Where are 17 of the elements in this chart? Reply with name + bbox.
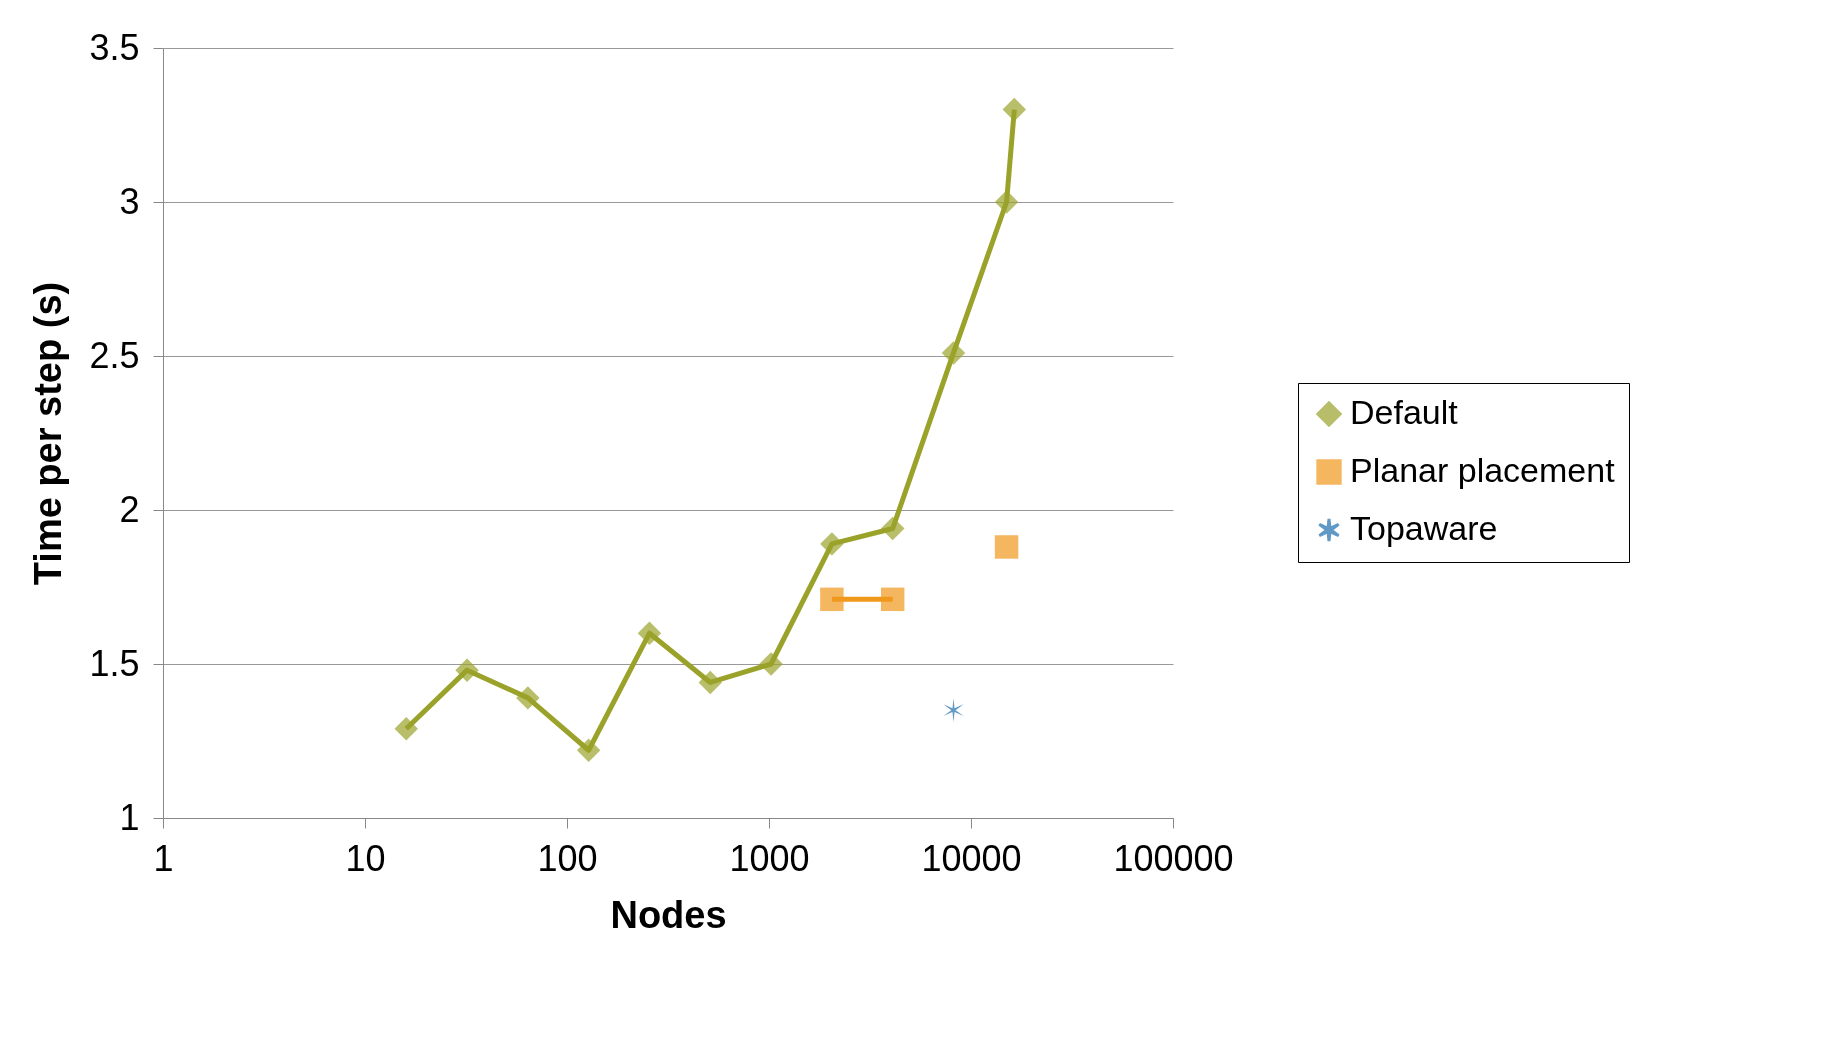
legend-label: Topaware <box>1350 509 1498 547</box>
y-tick-label: 1.5 <box>89 642 140 684</box>
x-tick-label: 10000 <box>921 837 1022 879</box>
x-axis-title: Nodes <box>610 893 727 936</box>
x-tick-label: 100000 <box>1113 837 1234 879</box>
legend-label: Planar placement <box>1350 451 1616 489</box>
x-tick-label: 100 <box>537 837 598 879</box>
legend-label: Default <box>1350 393 1459 431</box>
y-tick-label: 2.5 <box>89 334 140 376</box>
y-tick-label: 3 <box>119 180 140 222</box>
x-tick-label: 1 <box>153 837 174 879</box>
y-tick-label: 1 <box>119 796 140 838</box>
x-tick-label: 10 <box>345 837 386 879</box>
y-tick-label: 3.5 <box>89 26 140 68</box>
x-tick-label: 1000 <box>729 837 810 879</box>
y-axis-title: Time per step (s) <box>27 281 70 586</box>
y-tick-label: 2 <box>119 488 140 530</box>
